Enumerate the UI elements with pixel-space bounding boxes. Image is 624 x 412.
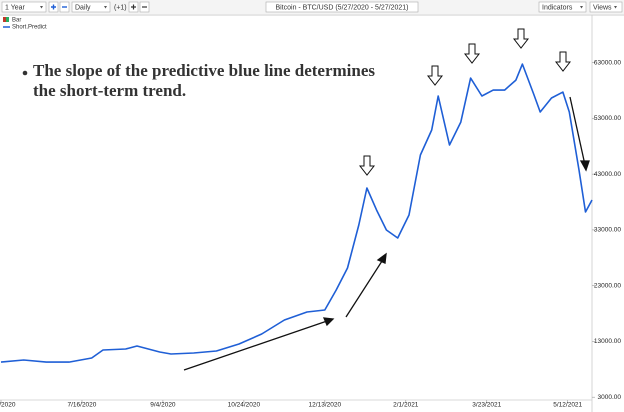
y-tick-label: 3000.00 <box>598 394 622 401</box>
indicators-dropdown[interactable]: Indicators <box>538 1 587 13</box>
x-tick-label: 3/23/2021 <box>472 402 501 409</box>
offset-minus-button[interactable] <box>139 1 150 13</box>
y-tick-label: 53000.00 <box>594 115 621 122</box>
bullet <box>22 70 28 76</box>
y-tick-label: 43000.00 <box>594 171 621 178</box>
plot: 3000.00 13000.00 23000.00 33000.00 43000.00 5… <box>0 59 621 408</box>
title-box <box>265 1 419 13</box>
y-tick-label: 33000.00 <box>594 227 621 234</box>
zoom-out-button[interactable] <box>59 1 70 13</box>
annotation: The slope of the predictive blue line de… <box>33 61 375 80</box>
range-label: 1 Year <box>5 4 26 11</box>
offset-plus-button[interactable] <box>128 1 139 13</box>
trend-arrows <box>183 96 590 371</box>
y-tick-label: 63000.00 <box>594 59 621 66</box>
x-tick-label: 7/16/2020 <box>67 402 96 409</box>
x-tick-label: 9/4/2020 <box>150 402 176 409</box>
legend-icon <box>6 17 9 22</box>
series-line <box>0 63 593 363</box>
legend-icon <box>3 17 6 22</box>
chart-title: Bitcoin - BTC/USD (5/27/2020 - 5/27/2021… <box>275 4 408 11</box>
interval-label: Daily <box>75 4 91 11</box>
zoom-in-button[interactable] <box>48 1 59 13</box>
annotation: the short-term trend. <box>33 81 186 100</box>
peak-arrows <box>358 28 572 176</box>
x-tick-label: 10/24/2020 <box>228 402 261 409</box>
y-tick-label: 23000.00 <box>594 282 621 289</box>
indicators-label: Indicators <box>542 4 573 11</box>
legend-label: Bar <box>12 18 21 24</box>
range-dropdown[interactable]: 1 Year <box>1 1 47 13</box>
y-tick-label: 13000.00 <box>594 338 621 345</box>
x-tick-label: 5/27/2020 <box>0 402 16 409</box>
legend-label: Short.Predict <box>12 25 47 31</box>
x-tick-label: 12/13/2020 <box>309 402 342 409</box>
x-tick-label: 2/1/2021 <box>393 402 419 409</box>
interval-dropdown[interactable]: Daily <box>71 1 111 13</box>
views-dropdown[interactable]: Views <box>589 1 623 13</box>
offset-label: (+1) <box>114 4 127 11</box>
views-label: Views <box>593 4 612 11</box>
x-tick-label: 5/12/2021 <box>553 402 582 409</box>
